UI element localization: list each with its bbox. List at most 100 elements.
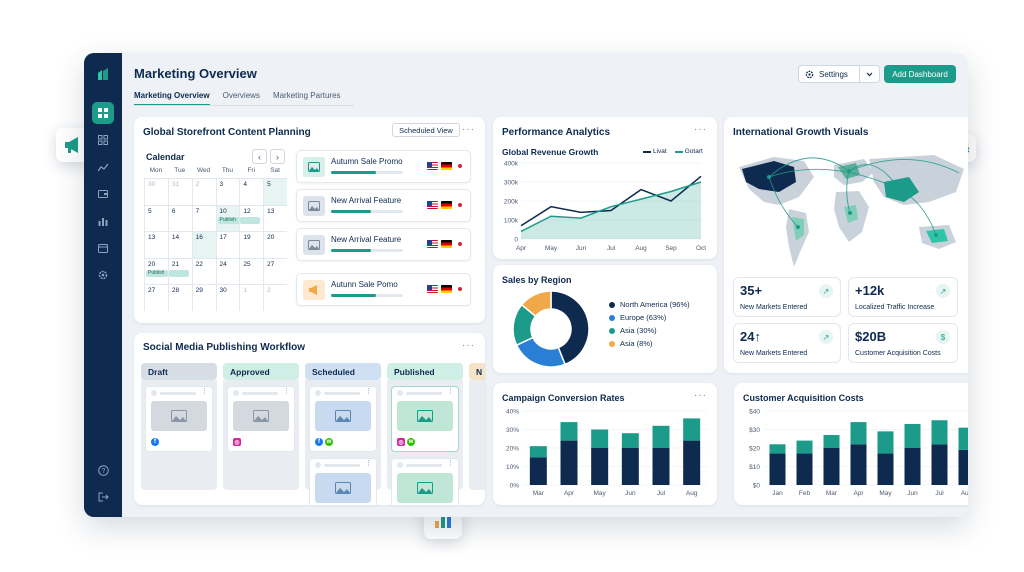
donut-slice — [520, 290, 552, 318]
calendar-prev-button[interactable]: ‹ — [252, 149, 267, 164]
calendar-day[interactable]: 30 — [144, 179, 168, 205]
more-menu-icon[interactable]: ··· — [462, 124, 475, 135]
wallet-icon[interactable] — [92, 183, 114, 205]
bar-chart-icon[interactable] — [92, 210, 114, 232]
logout-icon[interactable] — [92, 486, 114, 508]
calendar-day[interactable]: 5 — [263, 179, 287, 205]
post-card[interactable]: ⋮ ◎ w — [391, 386, 459, 452]
analytics-icon[interactable] — [92, 156, 114, 178]
tab-marketing-overview[interactable]: Marketing Overview — [134, 91, 210, 106]
calendar-day[interactable]: 5 — [144, 205, 168, 231]
legend-swatch — [643, 150, 651, 153]
more-menu-icon[interactable]: ··· — [694, 124, 707, 135]
x-tick-label: Apr — [853, 490, 864, 497]
calendar-day[interactable]: 24 — [215, 258, 240, 284]
calendar-day[interactable]: 16 — [191, 232, 216, 258]
publish-chip[interactable]: Publish — [217, 216, 240, 224]
calendar-day[interactable]: 10 Publish — [215, 205, 240, 231]
settings-icon[interactable] — [92, 264, 114, 286]
promo-card[interactable]: Autunn Sale Pomo — [296, 273, 471, 306]
more-menu-icon[interactable]: ··· — [694, 390, 707, 401]
megaphone-icon — [65, 137, 78, 153]
calendar-day[interactable]: 19 — [239, 232, 263, 258]
calendar-day[interactable]: 25 — [239, 258, 263, 284]
calendar-day[interactable]: 1 — [239, 285, 263, 311]
more-menu-icon[interactable]: ··· — [462, 340, 475, 351]
chevron-down-icon[interactable] — [859, 66, 879, 82]
more-menu-icon[interactable]: ··· — [967, 390, 968, 401]
promo-progress — [331, 249, 403, 252]
stat-card: 35+ New Markets Entered ↗ — [733, 277, 841, 317]
post-card[interactable]: ⋮ — [309, 458, 377, 505]
logo-icon[interactable] — [92, 63, 114, 85]
kanban-body: ⋮ ◎ — [223, 380, 299, 490]
calendar-day[interactable]: 22 — [191, 258, 216, 284]
publish-chip[interactable]: Publish — [146, 269, 168, 277]
stat-label: New Markets Entered — [740, 304, 808, 311]
bar-segment — [823, 435, 840, 448]
tab-overviews[interactable]: Overviews — [222, 91, 260, 100]
calendar-icon[interactable] — [92, 237, 114, 259]
calendar-day[interactable]: 29 — [191, 285, 216, 311]
more-menu-icon[interactable]: ⋮ — [365, 388, 372, 395]
series-line-livat — [520, 175, 702, 227]
stat-value: $20B — [855, 329, 887, 344]
calendar-day[interactable]: 27 — [144, 285, 168, 311]
post-title-placeholder — [324, 464, 360, 467]
calendar-day[interactable]: 3 — [215, 179, 240, 205]
promo-card[interactable]: Autumn Sale Promo — [296, 150, 471, 183]
more-menu-icon[interactable]: ⋮ — [283, 388, 290, 395]
calendar-weekdays: Mon Tue Wed Thu Fri Sat — [144, 167, 287, 178]
help-icon[interactable]: ? — [92, 459, 114, 481]
calendar-day[interactable]: 14 — [167, 232, 192, 258]
calendar-day[interactable]: 2 — [191, 179, 216, 205]
calendar-day[interactable]: 13 — [144, 232, 168, 258]
calendar-day-number: 12 — [243, 207, 251, 215]
calendar-day[interactable]: 7 — [191, 205, 216, 231]
bar-segment — [529, 446, 547, 458]
calendar-day[interactable]: 20 — [263, 232, 287, 258]
calendar-day[interactable]: 6 — [167, 205, 192, 231]
scheduled-view-button[interactable]: Scheduled View — [392, 123, 460, 137]
post-card[interactable]: ⋮ — [391, 458, 459, 505]
promo-card[interactable]: New Arrival Feature — [296, 189, 471, 222]
calendar-day[interactable]: 30 — [215, 285, 240, 311]
legend-item: Asia (8%) — [609, 337, 690, 350]
y-tick-label: $10 — [749, 464, 760, 471]
more-menu-icon[interactable]: ⋮ — [447, 460, 454, 467]
tab-marketing-partures[interactable]: Marketing Partures — [272, 91, 341, 100]
calendar-day-number: 21 — [171, 260, 180, 268]
bar-segment — [877, 453, 894, 485]
calendar-day[interactable]: 2 — [263, 285, 287, 311]
promo-card[interactable]: New Arrival Feature — [296, 228, 471, 261]
calendar-day[interactable]: 12 — [239, 205, 263, 231]
calendar-day[interactable]: 13 — [263, 205, 287, 231]
calendar-next-button[interactable]: › — [270, 149, 285, 164]
calendar-day[interactable]: 4 — [239, 179, 263, 205]
grid-icon[interactable] — [92, 129, 114, 151]
bar-segment — [850, 444, 867, 485]
stat-label: Customer Acquisition Costs — [855, 350, 941, 357]
image-icon — [303, 157, 325, 177]
calendar-day[interactable]: 31 — [167, 179, 192, 205]
calendar-day[interactable]: 20 Publish — [144, 258, 168, 284]
x-tick-label: Oct — [696, 245, 706, 252]
add-dashboard-button[interactable]: Add Dashboard — [884, 65, 956, 83]
more-menu-icon[interactable]: ⋮ — [365, 460, 372, 467]
calendar-day[interactable]: 21 — [167, 258, 192, 284]
bar-segment — [652, 448, 670, 485]
de-flag-icon — [441, 201, 452, 209]
more-menu-icon[interactable]: ⋮ — [447, 388, 454, 395]
calendar-day[interactable]: 27 — [263, 258, 287, 284]
promo-progress-fill — [331, 171, 376, 174]
calendar-day[interactable]: 28 — [167, 285, 192, 311]
post-card[interactable]: ⋮ f — [145, 386, 213, 452]
calendar-day[interactable]: 17 — [215, 232, 240, 258]
promo-name: Autunn Sale Pomo — [331, 280, 398, 289]
dashboard-icon[interactable] — [92, 102, 114, 124]
post-card[interactable]: ⋮ ◎ — [227, 386, 295, 452]
settings-button[interactable]: Settings — [798, 65, 880, 83]
more-menu-icon[interactable]: ⋮ — [201, 388, 208, 395]
